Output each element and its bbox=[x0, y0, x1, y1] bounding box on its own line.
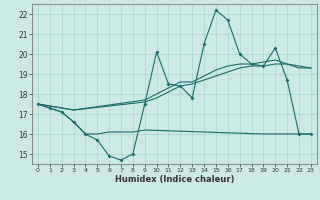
X-axis label: Humidex (Indice chaleur): Humidex (Indice chaleur) bbox=[115, 175, 234, 184]
